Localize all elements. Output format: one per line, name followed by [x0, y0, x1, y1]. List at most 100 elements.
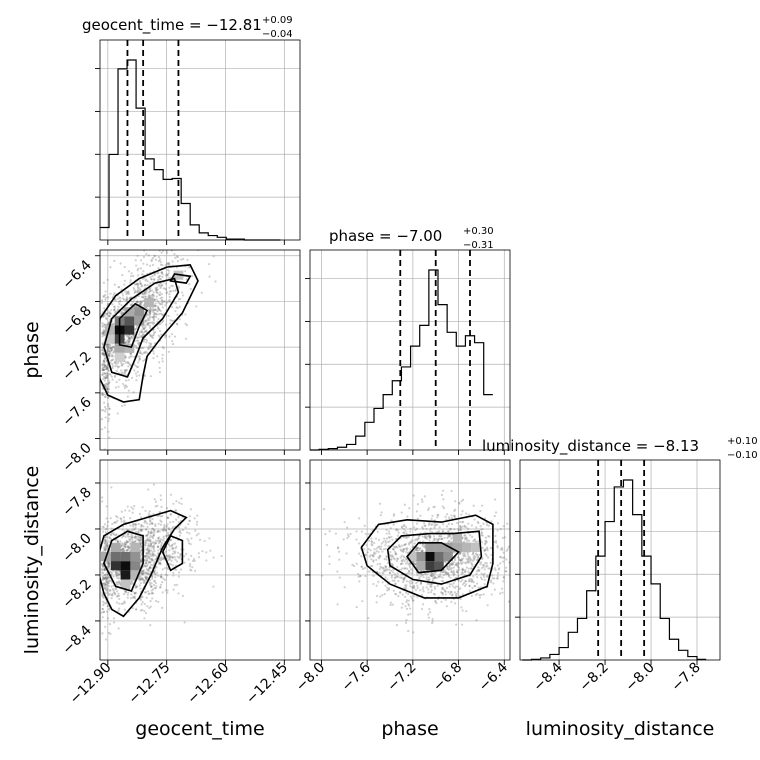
scatter-point	[116, 540, 119, 543]
scatter-point	[418, 589, 422, 592]
scatter-point	[510, 554, 512, 556]
scatter-point	[380, 511, 383, 514]
scatter-point	[105, 343, 108, 346]
scatter-point	[196, 514, 199, 517]
scatter-point	[467, 558, 470, 561]
scatter-point	[399, 562, 403, 565]
scatter-point	[104, 393, 107, 396]
scatter-point	[144, 571, 147, 575]
scatter-point	[393, 577, 396, 580]
x-tick-label: −6.4	[476, 659, 511, 694]
scatter-point	[101, 565, 104, 568]
scatter-point	[116, 366, 120, 369]
scatter-point	[212, 585, 215, 588]
x-tick-label: −7.8	[668, 660, 703, 695]
scatter-point	[410, 568, 413, 571]
scatter-point	[120, 372, 123, 375]
scatter-point	[107, 581, 110, 584]
scatter-point	[450, 563, 454, 566]
scatter-point	[142, 581, 145, 584]
scatter-point	[146, 548, 149, 551]
scatter-point	[123, 543, 126, 546]
scatter-point	[168, 528, 171, 531]
scatter-point	[112, 569, 115, 573]
scatter-point	[428, 611, 432, 614]
title-luminosity-distance-plus: +0.10	[727, 436, 758, 447]
scatter-point	[109, 589, 112, 592]
scatter-point	[143, 290, 147, 294]
scatter-point	[134, 586, 137, 589]
scatter-point	[471, 586, 474, 590]
scatter-point	[144, 534, 148, 537]
scatter-point	[476, 540, 479, 543]
scatter-point	[139, 560, 143, 564]
scatter-point	[188, 532, 191, 535]
scatter-point	[176, 555, 179, 558]
scatter-point	[454, 563, 458, 566]
scatter-point	[143, 617, 146, 620]
scatter-point	[465, 512, 468, 515]
scatter-point	[164, 274, 168, 277]
scatter-point	[490, 593, 493, 596]
scatter-point	[446, 567, 450, 571]
scatter-point	[379, 565, 382, 568]
scatter-point	[322, 508, 325, 511]
scatter-point	[157, 522, 160, 525]
scatter-point	[442, 498, 445, 501]
scatter-point	[391, 579, 394, 582]
scatter-point	[152, 333, 155, 337]
scatter-point	[392, 571, 395, 574]
scatter-point	[120, 517, 123, 521]
scatter-point	[167, 314, 170, 318]
scatter-point	[132, 596, 135, 599]
scatter-point	[506, 548, 509, 551]
histogram-bar	[145, 159, 154, 240]
scatter-point	[190, 537, 193, 540]
scatter-point	[147, 291, 150, 294]
scatter-point	[109, 352, 112, 355]
contour-line	[103, 530, 144, 592]
scatter-point	[158, 558, 161, 561]
scatter-point	[106, 347, 109, 351]
scatter-point	[419, 547, 422, 550]
scatter-point	[427, 508, 430, 512]
hist-phase-panel	[305, 249, 511, 455]
scatter-point	[148, 555, 151, 558]
scatter-point	[152, 564, 155, 567]
scatter-point	[408, 542, 411, 545]
scatter-point	[139, 516, 143, 519]
scatter-point	[104, 579, 108, 582]
scatter-point	[399, 548, 402, 551]
scatter-point	[152, 544, 156, 547]
scatter-point	[146, 549, 149, 552]
scatter-point	[149, 566, 152, 569]
scatter-point	[167, 528, 170, 531]
scatter-point	[140, 330, 143, 334]
scatter-point	[146, 525, 149, 529]
scatter-point	[153, 305, 156, 308]
scatter-point	[101, 592, 104, 595]
scatter-point	[117, 592, 120, 595]
scatter-point	[429, 574, 433, 577]
scatter-point	[134, 290, 137, 294]
scatter-point	[139, 350, 142, 353]
scatter-point	[102, 610, 105, 614]
scatter-point	[443, 588, 446, 591]
scatter-point	[111, 303, 114, 306]
scatter-point	[165, 263, 169, 266]
scatter-point	[385, 558, 388, 561]
scatter-point	[110, 359, 114, 362]
scatter-point	[416, 546, 419, 550]
scatter-point	[154, 312, 157, 315]
scatter-point	[108, 562, 111, 565]
histogram-bar	[642, 556, 651, 660]
scatter-point	[370, 558, 373, 561]
scatter-point	[166, 574, 169, 577]
scatter-point	[458, 528, 462, 531]
scatter-point	[162, 287, 165, 290]
scatter-point	[520, 561, 522, 563]
scatter-point	[459, 559, 463, 562]
scatter-point	[161, 303, 164, 306]
scatter-point	[104, 576, 108, 579]
scatter-point	[116, 365, 119, 368]
